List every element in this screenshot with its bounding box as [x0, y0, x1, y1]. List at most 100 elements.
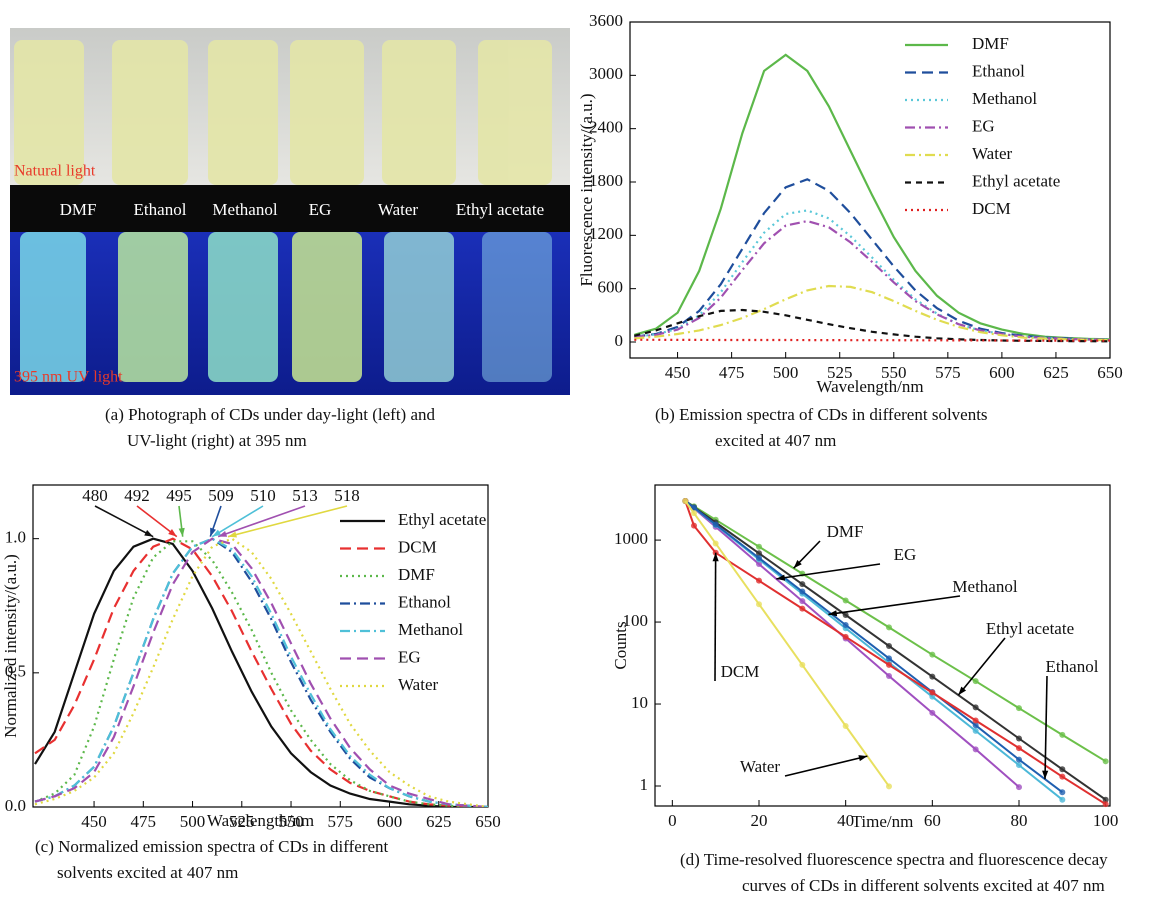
- y-tick-label: 1: [640, 775, 649, 794]
- caption: curves of CDs in different solvents exci…: [742, 876, 1105, 895]
- series-line: [34, 537, 488, 807]
- peak-label: 509: [208, 486, 234, 505]
- uv-tubes: [20, 232, 552, 382]
- series-line: [684, 500, 1020, 788]
- legend-label: DCM: [398, 537, 437, 556]
- annotation-arrow: [136, 505, 178, 538]
- curve-label: Ethyl acetate: [986, 619, 1074, 638]
- y-tick-label: 0.0: [5, 796, 26, 815]
- annotation-arrow: [712, 552, 719, 682]
- data-point: [799, 661, 806, 668]
- curve-label: Methanol: [952, 577, 1017, 596]
- label-band: [10, 185, 570, 232]
- y-tick-label: 100: [623, 611, 649, 630]
- series-line: [684, 500, 1107, 801]
- x-axis-label: Wavelength/nm: [816, 377, 923, 396]
- sample-labels: DMF Ethanol Methanol EG Water Ethyl acetate: [60, 200, 545, 219]
- arrow-head: [1042, 770, 1049, 780]
- series-line: [684, 500, 1107, 806]
- series-line: [34, 537, 488, 807]
- legend-label: Methanol: [398, 620, 463, 639]
- data-point: [1102, 796, 1109, 803]
- data-point: [712, 540, 719, 547]
- y-tick-label: 1.0: [5, 528, 26, 547]
- x-tick-label: 60: [924, 811, 941, 830]
- data-point: [1059, 789, 1066, 796]
- data-point: [799, 598, 806, 605]
- annotation-arrow: [217, 505, 306, 538]
- arrow-head: [178, 527, 185, 537]
- series-line: [634, 338, 1110, 342]
- data-point: [1059, 773, 1066, 780]
- photo-label: 395 nm UV light: [14, 369, 123, 386]
- arrow-head: [212, 529, 222, 537]
- curve-label: DMF: [827, 522, 864, 541]
- data-point: [972, 704, 979, 711]
- caption: solvents excited at 407 nm: [57, 863, 238, 882]
- data-point: [886, 661, 892, 668]
- series-line: [634, 284, 1110, 342]
- legend-label: EG: [398, 647, 421, 666]
- x-axis-label: Time/nm: [852, 812, 914, 831]
- arrow-shaft: [828, 595, 961, 616]
- arrow-shaft: [211, 505, 264, 538]
- y-tick-label: 3000: [589, 64, 623, 83]
- arrow-shaft: [227, 505, 348, 538]
- data-point: [886, 624, 892, 631]
- arrow-shaft: [957, 637, 1006, 696]
- legend-label: Ethyl acetate: [972, 171, 1060, 190]
- caption: (d) Time-resolved fluorescence spectra a…: [680, 850, 1108, 869]
- peak-label: 513: [292, 486, 318, 505]
- sample-label: Water: [378, 200, 418, 219]
- series-line: [684, 500, 1063, 793]
- y-axis-label: Counts: [611, 621, 630, 669]
- data-point: [972, 727, 979, 734]
- legend-label: DMF: [398, 565, 435, 584]
- x-tick-label: 575: [935, 363, 961, 382]
- peak-label: 492: [124, 486, 150, 505]
- legend-label: Methanol: [972, 89, 1037, 108]
- arrow-shaft: [94, 505, 154, 538]
- x-tick-label: 450: [81, 812, 107, 831]
- legend-label: EG: [972, 116, 995, 135]
- x-tick-label: 450: [665, 363, 691, 382]
- annotation-arrow: [957, 637, 1006, 696]
- photo-label: Natural light: [14, 163, 96, 180]
- data-point: [842, 722, 849, 729]
- data-point: [972, 678, 979, 685]
- annotation-arrow: [211, 505, 264, 538]
- sample-label: DMF: [60, 200, 97, 219]
- data-point: [886, 783, 892, 790]
- sample-label: EG: [309, 200, 332, 219]
- x-tick-label: 475: [131, 812, 157, 831]
- data-point: [1016, 745, 1022, 752]
- data-point: [1016, 735, 1022, 742]
- data-point: [972, 722, 979, 729]
- plot-frame: [629, 21, 1111, 359]
- uv-photo: [10, 232, 570, 395]
- x-tick-label: 525: [827, 363, 853, 382]
- data-point: [842, 597, 849, 604]
- data-point: [691, 510, 697, 517]
- x-tick-label: 100: [1093, 811, 1119, 830]
- data-point: [799, 581, 806, 588]
- data-point: [756, 550, 762, 557]
- series-line: [34, 537, 488, 807]
- data-point: [929, 651, 936, 658]
- arrow-head: [218, 530, 228, 537]
- arrow-head: [144, 529, 154, 537]
- caption: (a) Photograph of CDs under day-light (l…: [105, 405, 435, 424]
- peak-label: 495: [166, 486, 192, 505]
- y-tick-label: 2400: [589, 118, 623, 137]
- plot-frame: [32, 484, 489, 808]
- data-point: [1059, 796, 1066, 803]
- curve-label: Ethanol: [1046, 657, 1099, 676]
- x-axis-label: Wavelength/nm: [207, 811, 314, 830]
- annotation-arrow: [178, 505, 185, 537]
- data-point: [842, 622, 849, 629]
- y-axis-label: Normalized intensity/(a.u.): [1, 554, 20, 738]
- arrow-head: [776, 574, 786, 581]
- chart: 450 475 500 525 550 575 600 625 650 0.0 0.5 1.0 Wave…: [1, 484, 501, 882]
- arrow-head: [793, 560, 802, 569]
- y-tick-label: 1000: [614, 529, 648, 548]
